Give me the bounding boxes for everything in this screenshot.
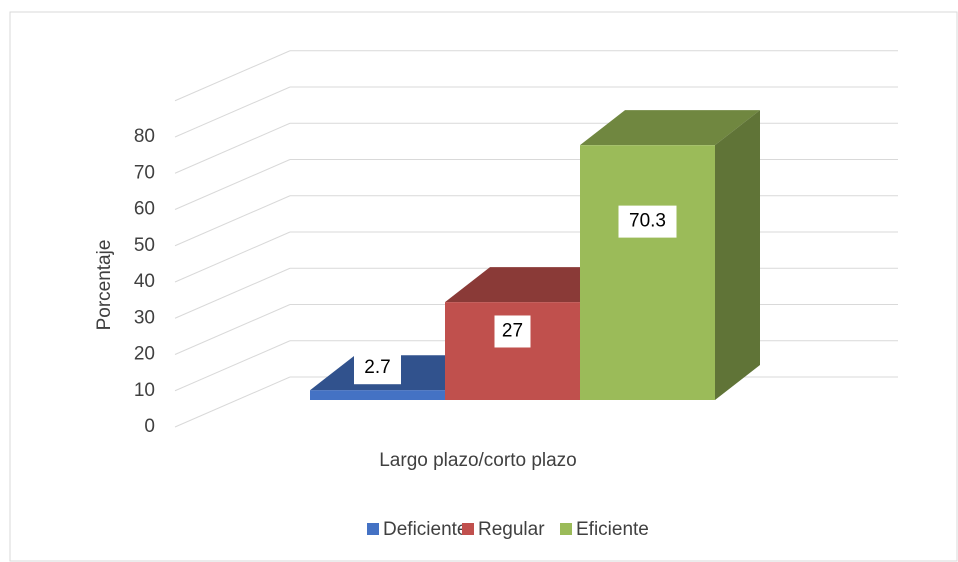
legend-label: Regular [478, 519, 545, 540]
y-tick-label: 70 [134, 162, 155, 183]
grid-line [174, 50, 291, 102]
y-tick-label: 40 [134, 271, 155, 292]
value-label: 2.7 [364, 357, 390, 378]
value-label: 27 [502, 321, 523, 342]
bar-side [715, 110, 760, 400]
value-label-box [618, 205, 677, 238]
grid-line [174, 304, 291, 355]
x-tick-label: Largo plazo/corto plazo [379, 450, 577, 471]
bar [310, 390, 445, 400]
y-tick-label: 30 [134, 307, 155, 328]
legend-swatch [560, 523, 572, 535]
y-tick-label: 50 [134, 235, 155, 256]
y-tick-label: 0 [144, 416, 155, 437]
grid-line [174, 159, 291, 210]
y-axis-label: Porcentaje [94, 240, 115, 331]
bar [580, 145, 715, 400]
legend-label: Deficiente [383, 519, 468, 540]
value-label-box [494, 315, 531, 348]
bar-top [580, 110, 760, 146]
grid-line [174, 340, 291, 392]
grid-line [174, 231, 291, 283]
y-tick-label: 20 [134, 344, 155, 365]
y-tick-label: 10 [134, 380, 155, 401]
value-label: 70.3 [629, 211, 666, 232]
legend-label: Eficiente [576, 519, 649, 540]
y-tick-label: 80 [134, 126, 155, 147]
legend-swatch [462, 523, 474, 535]
grid-line [174, 267, 291, 319]
grid-line [174, 195, 291, 247]
value-label-box [354, 352, 401, 385]
legend-swatch [367, 523, 379, 535]
grid-line [174, 122, 291, 174]
y-tick-label: 60 [134, 199, 155, 220]
grid-line [174, 376, 291, 428]
grid-line [174, 86, 291, 138]
